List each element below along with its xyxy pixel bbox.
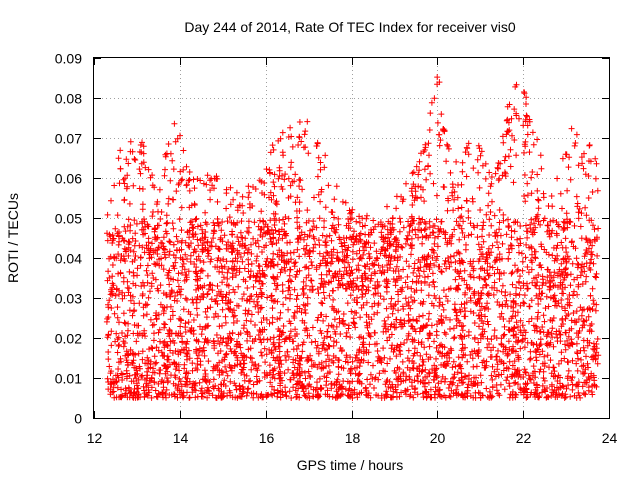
y-tick-label: 0.07 [55,131,82,147]
x-tick-label: 24 [602,430,618,446]
scatter-markers [103,74,602,401]
y-tick-label: 0 [74,411,82,427]
x-tick-label: 18 [345,430,361,446]
y-tick-labels: 0 0.01 0.02 0.03 0.04 0.05 0.06 0.07 0.08 0.09 [55,51,82,427]
x-tick-label: 22 [516,430,532,446]
y-axis-label: ROTI / TECUs [5,193,21,283]
plot-frame [93,57,610,419]
axis-ticks [94,58,610,419]
y-tick-label: 0.02 [55,331,82,347]
y-tick-label: 0.04 [55,251,82,267]
y-tick-label: 0.01 [55,371,82,387]
y-tick-label: 0.09 [55,51,82,67]
x-tick-labels: 12 14 16 18 20 22 24 [87,430,618,446]
chart-title: Day 244 of 2014, Rate Of TEC Index for r… [184,19,515,35]
y-tick-label: 0.03 [55,291,82,307]
x-tick-label: 14 [173,430,189,446]
x-tick-label: 20 [430,430,446,446]
y-tick-label: 0.08 [55,91,82,107]
x-axis-label: GPS time / hours [297,457,404,473]
x-tick-label: 16 [259,430,275,446]
x-tick-label: 12 [87,430,103,446]
y-tick-label: 0.06 [55,171,82,187]
data-points [103,74,602,401]
y-tick-label: 0.05 [55,211,82,227]
